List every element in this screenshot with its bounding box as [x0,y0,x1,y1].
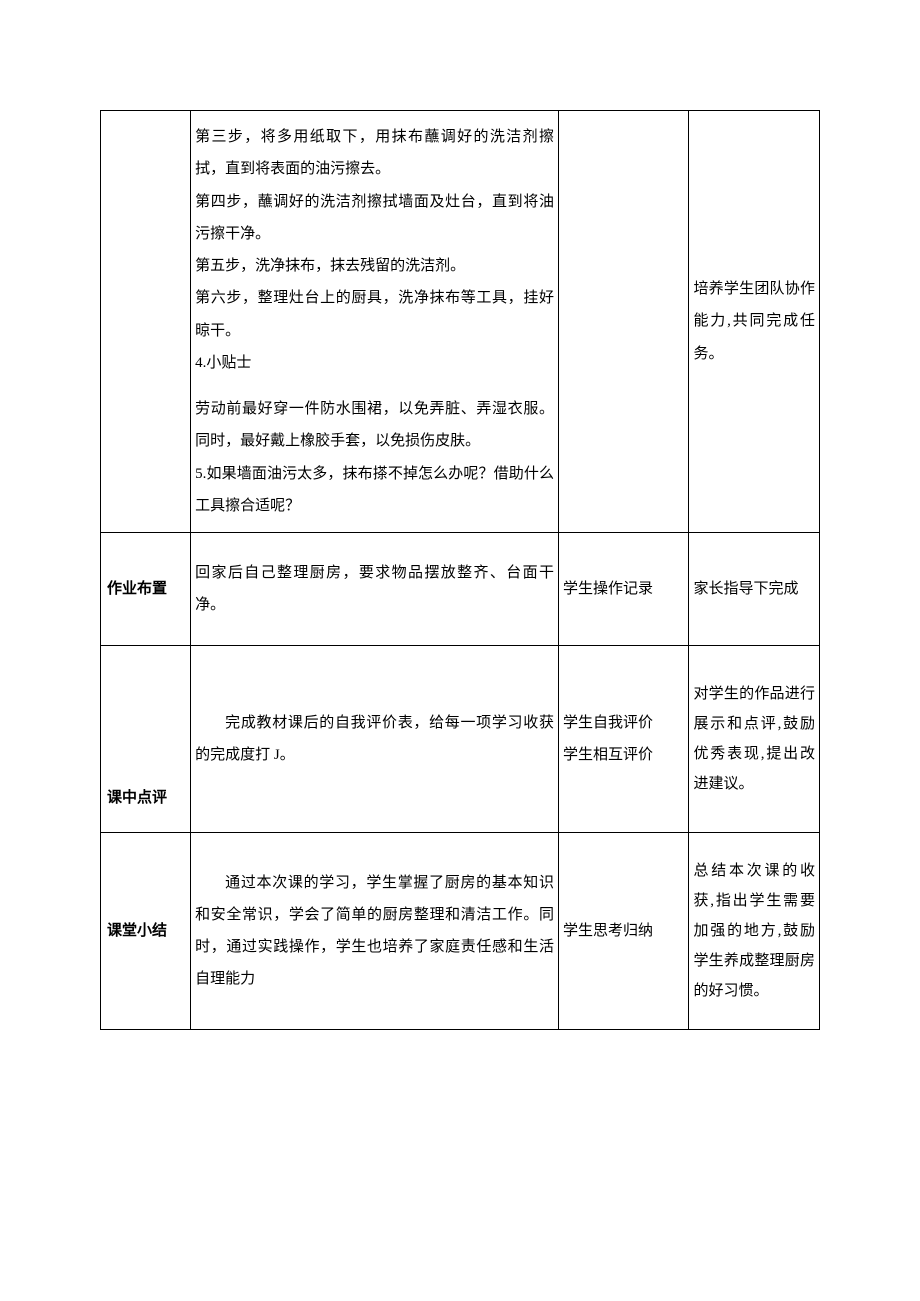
activity-cell: 学生思考归纳 [558,833,689,1030]
content-line: 第六步，整理灶台上的厨具，洗净抹布等工具，挂好晾干。 [195,282,554,347]
row-label-cell: 课堂小结 [101,833,191,1030]
note-cell: 对学生的作品进行展示和点评,鼓励优秀表现,提出改进建议。 [689,646,820,833]
note-cell: 总结本次课的收获,指出学生需要加强的地方,鼓励学生养成整理厨房的好习惯。 [689,833,820,1030]
content-line: 第三步，将多用纸取下，用抹布蘸调好的洗洁剂擦拭，直到将表面的油污擦去。 [195,121,554,186]
table-row: 课中点评 完成教材课后的自我评价表，给每一项学习收获的完成度打 J。 学生自我评… [101,646,820,833]
activity-text: 学生自我评价 [563,707,685,739]
row-label-cell: 课中点评 [101,646,191,833]
row-label-cell: 作业布置 [101,533,191,646]
content-cell: 回家后自己整理厨房，要求物品摆放整齐、台面干净。 [191,533,559,646]
content-text: 通过本次课的学习，学生掌握了厨房的基本知识和安全常识，学会了简单的厨房整理和清洁… [195,867,554,996]
content-text: 完成教材课后的自我评价表，给每一项学习收获的完成度打 J。 [195,707,554,772]
content-line: 第四步，蘸调好的洗洁剂擦拭墙面及灶台，直到将油污擦干净。 [195,186,554,251]
content-cell: 通过本次课的学习，学生掌握了厨房的基本知识和安全常识，学会了简单的厨房整理和清洁… [191,833,559,1030]
content-line: 4.小贴士 [195,347,554,379]
note-cell: 培养学生团队协作能力,共同完成任务。 [689,111,820,533]
activity-cell [558,111,689,533]
content-text: 回家后自己整理厨房，要求物品摆放整齐、台面干净。 [195,565,554,613]
content-cell: 第三步，将多用纸取下，用抹布蘸调好的洗洁剂擦拭，直到将表面的油污擦去。 第四步，… [191,111,559,533]
row-label: 课堂小结 [107,923,167,939]
note-text: 家长指导下完成 [693,581,798,597]
activity-cell: 学生自我评价 学生相互评价 [558,646,689,833]
note-text: 总结本次课的收获,指出学生需要加强的地方,鼓励学生养成整理厨房的好习惯。 [693,863,815,999]
content-line: 劳动前最好穿一件防水围裙，以免弄脏、弄湿衣服。同时，最好戴上橡胶手套，以免损伤皮… [195,393,554,458]
activity-cell: 学生操作记录 [558,533,689,646]
activity-text: 学生思考归纳 [563,923,653,939]
content-line: 第五步，洗净抹布，抹去残留的洗洁剂。 [195,250,554,282]
row-label-cell [101,111,191,533]
activity-text: 学生相互评价 [563,739,685,771]
document-page: 第三步，将多用纸取下，用抹布蘸调好的洗洁剂擦拭，直到将表面的油污擦去。 第四步，… [0,0,920,1140]
table-row: 第三步，将多用纸取下，用抹布蘸调好的洗洁剂擦拭，直到将表面的油污擦去。 第四步，… [101,111,820,533]
note-text: 对学生的作品进行展示和点评,鼓励优秀表现,提出改进建议。 [693,686,815,792]
content-line: 5.如果墙面油污太多，抹布搽不掉怎么办呢？借助什么工具擦合适呢？ [195,458,554,523]
activity-text: 学生操作记录 [563,581,653,597]
note-cell: 家长指导下完成 [689,533,820,646]
note-text: 培养学生团队协作能力,共同完成任务。 [693,281,815,362]
table-row: 课堂小结 通过本次课的学习，学生掌握了厨房的基本知识和安全常识，学会了简单的厨房… [101,833,820,1030]
content-cell: 完成教材课后的自我评价表，给每一项学习收获的完成度打 J。 [191,646,559,833]
table-row: 作业布置 回家后自己整理厨房，要求物品摆放整齐、台面干净。 学生操作记录 家长指… [101,533,820,646]
lesson-table: 第三步，将多用纸取下，用抹布蘸调好的洗洁剂擦拭，直到将表面的油污擦去。 第四步，… [100,110,820,1030]
row-label: 课中点评 [107,790,167,806]
row-label: 作业布置 [107,581,167,597]
